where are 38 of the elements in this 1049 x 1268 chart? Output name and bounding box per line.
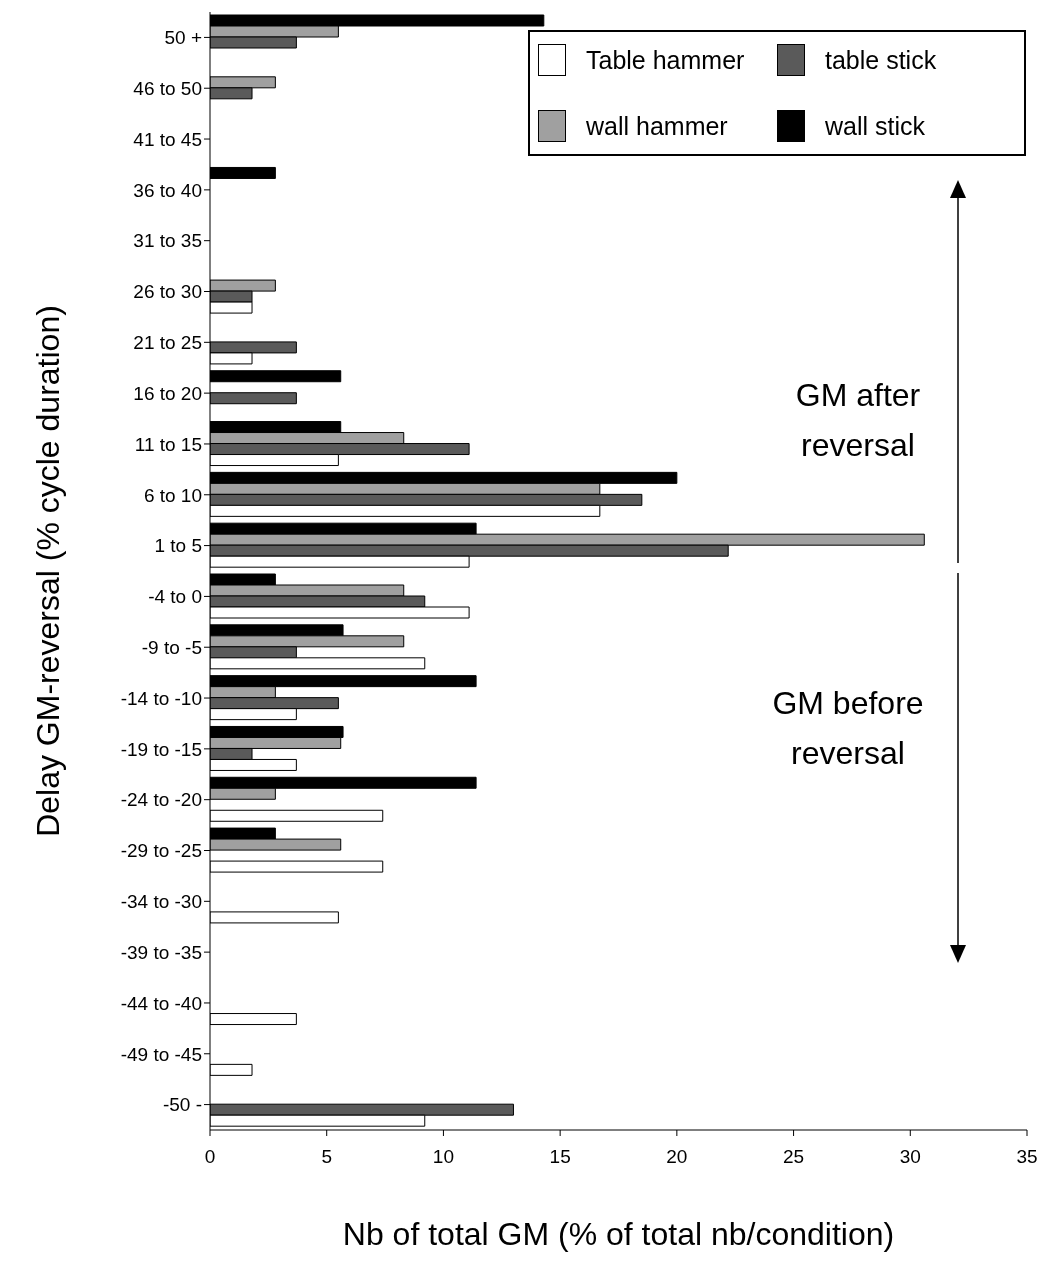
y-tick-label: 31 to 35 [133,230,202,252]
legend-label: wall hammer [586,111,728,141]
y-tick-label: -14 to -10 [120,687,202,709]
legend-label: Table hammer [586,45,745,75]
y-axis-title: Delay GM-reversal (% cycle duration) [29,305,67,837]
legend-label: table stick [825,45,937,75]
x-tick-label: 25 [783,1146,805,1168]
y-tick-label: -39 to -35 [120,941,202,963]
y-tick-label: -9 to -5 [141,636,202,658]
y-tick-label: 1 to 5 [154,535,202,557]
annotation: GM before reversal [771,684,925,773]
x-tick-label: 20 [666,1146,688,1168]
y-tick-label: 36 to 40 [133,179,202,201]
y-tick-label: 41 to 45 [133,128,202,150]
y-tick-label: -29 to -25 [120,840,202,862]
y-tick-label: 11 to 15 [134,433,202,455]
x-tick-label: 15 [549,1146,571,1168]
y-tick-label: -34 to -30 [120,891,202,913]
y-tick-label: 6 to 10 [143,484,202,506]
annotation: GM after reversal [794,376,922,465]
y-tick-label: 46 to 50 [133,77,202,99]
y-tick-label: -44 to -40 [120,992,202,1014]
x-tick-label: 30 [899,1146,921,1168]
y-tick-label: -24 to -20 [120,789,202,811]
x-tick-label: 10 [432,1146,454,1168]
y-tick-label: -49 to -45 [120,1043,202,1065]
y-tick-label: 21 to 25 [133,332,202,354]
y-tick-label: 26 to 30 [133,281,202,303]
x-tick-label: 5 [321,1146,332,1168]
y-tick-label: 16 to 20 [133,382,202,404]
x-tick-label: 0 [204,1146,216,1168]
y-tick-label: -50 - [162,1094,202,1116]
x-tick-label: 35 [1016,1146,1038,1168]
y-tick-label: -4 to 0 [148,586,202,608]
legend-label: wall stick [825,111,926,141]
y-tick-label: 50 + [164,27,202,49]
y-tick-label: -19 to -15 [120,738,202,760]
x-axis-title: Nb of total GM (% of total nb/condition) [341,1216,896,1253]
